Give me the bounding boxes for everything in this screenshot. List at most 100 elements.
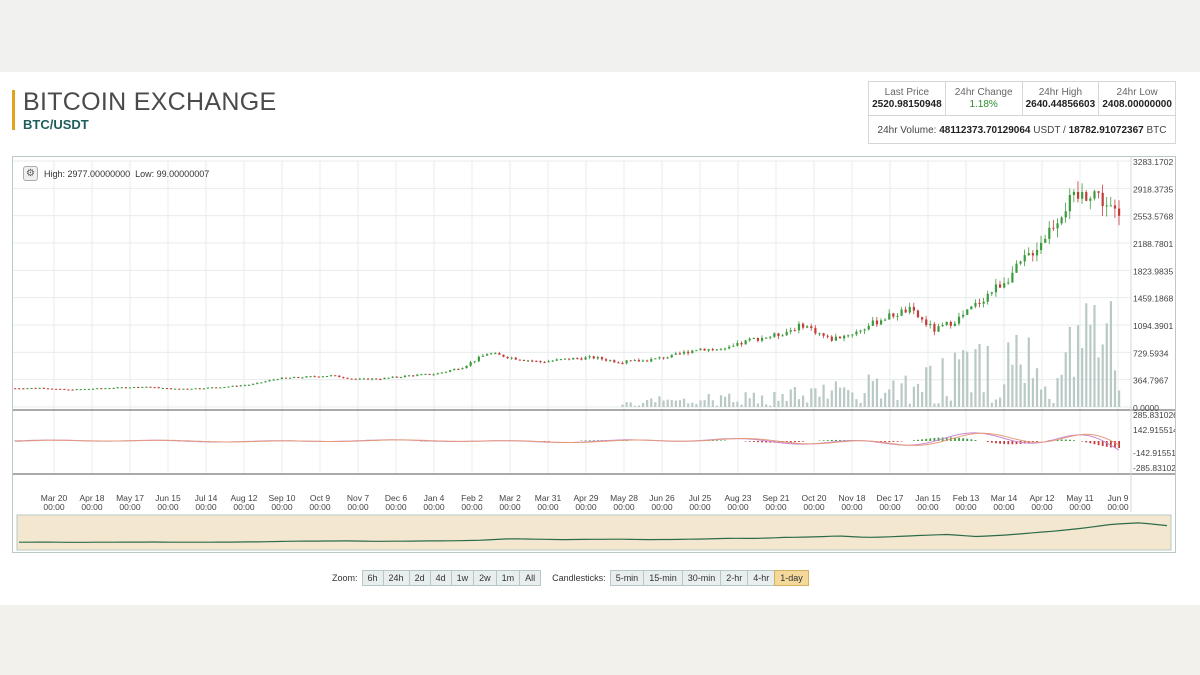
- gear-icon[interactable]: ⚙: [23, 166, 38, 181]
- candle-body: [904, 309, 907, 313]
- x-axis-date-label: Aug 12: [231, 493, 258, 503]
- chart-low-label: Low:: [135, 168, 155, 179]
- candle-body: [1113, 205, 1117, 209]
- candle-body: [654, 358, 657, 360]
- macd-histogram-bar: [584, 440, 587, 441]
- candle-body: [239, 385, 242, 387]
- macd-histogram-bar: [1118, 441, 1120, 448]
- candle-body: [900, 309, 903, 316]
- candle-body: [756, 337, 760, 341]
- last-price-label: Last Price: [884, 87, 930, 98]
- volume-bar: [1060, 374, 1063, 407]
- macd-histogram-bar: [1068, 439, 1071, 441]
- zoom-button-1w[interactable]: 1w: [450, 570, 475, 586]
- candle-body: [916, 310, 920, 318]
- volume-bar: [1072, 376, 1076, 407]
- zoom-button-4d[interactable]: 4d: [429, 570, 452, 586]
- x-axis-date-label: Feb 2: [461, 493, 483, 503]
- candle-button-2-hr[interactable]: 2-hr: [720, 570, 749, 586]
- candle-body: [75, 389, 78, 391]
- volume-bar: [879, 398, 883, 407]
- candle-body: [1081, 192, 1084, 199]
- volume-bar: [724, 396, 727, 407]
- volume-bar: [748, 398, 751, 407]
- candle-body: [810, 326, 813, 329]
- candle-body: [1011, 272, 1014, 283]
- macd-histogram-bar: [592, 440, 595, 441]
- candle-body: [912, 306, 915, 311]
- volume-bar: [937, 403, 940, 407]
- volume-bar: [646, 399, 649, 407]
- macd-histogram-bar: [954, 437, 956, 441]
- candle-body: [879, 320, 883, 325]
- candle-body: [268, 380, 271, 382]
- candle-button-5-min[interactable]: 5-min: [609, 570, 645, 586]
- candle-button-4-hr[interactable]: 4-hr: [747, 570, 776, 586]
- zoom-button-all[interactable]: All: [519, 570, 542, 586]
- macd-histogram-bar: [1007, 441, 1010, 445]
- macd-histogram-bar: [1023, 441, 1026, 444]
- volume-bar: [719, 395, 723, 407]
- zoom-button-1m[interactable]: 1m: [495, 570, 521, 586]
- candle-body: [436, 373, 439, 375]
- volume-bar: [1040, 389, 1043, 407]
- x-axis-date-label: Jun 15: [155, 493, 181, 503]
- chart-canvas[interactable]: 3283.1702 2918.3735 2553.5768 2188.7801 1823…: [13, 157, 1175, 552]
- candle-button-1-day[interactable]: 1-day: [774, 570, 809, 586]
- macd-histogram-bar: [1105, 441, 1108, 447]
- x-axis-date-label: May 28: [610, 493, 638, 503]
- candle-body: [412, 375, 415, 377]
- candle-body: [440, 372, 444, 374]
- macd-histogram-bar: [929, 438, 932, 441]
- x-axis-date-label: May 17: [116, 493, 144, 503]
- stat-last-price: Last Price 2520.98150948: [869, 82, 946, 115]
- candle-body: [34, 387, 37, 389]
- volume-bar: [1019, 364, 1022, 407]
- candle-body: [818, 333, 821, 335]
- volume-bar: [871, 381, 874, 407]
- price-chart[interactable]: 3283.1702 2918.3735 2553.5768 2188.7801 1823…: [12, 156, 1176, 553]
- candle-body: [247, 384, 251, 386]
- volume-bar: [744, 392, 747, 407]
- zoom-button-6h[interactable]: 6h: [361, 570, 384, 586]
- candle-body: [59, 388, 62, 390]
- candle-body: [67, 389, 70, 391]
- candle-body: [371, 378, 374, 380]
- candle-body: [161, 388, 164, 390]
- candle-body: [908, 306, 911, 313]
- volume-bar: [966, 351, 969, 407]
- volume-bar: [1011, 364, 1014, 407]
- candle-body: [707, 349, 710, 351]
- volume-bar: [1089, 324, 1092, 407]
- candle-body: [650, 359, 653, 362]
- candle-body: [806, 326, 809, 328]
- candle-body: [851, 334, 854, 336]
- candle-button-15-min[interactable]: 15-min: [643, 570, 683, 586]
- candle-body: [252, 383, 255, 385]
- candle-body: [485, 354, 489, 356]
- candle-body: [728, 346, 731, 349]
- macd-histogram-bar: [793, 441, 796, 443]
- x-axis-date-label: Mar 31: [535, 493, 562, 503]
- zoom-button-24h[interactable]: 24h: [382, 570, 410, 586]
- zoom-button-2d[interactable]: 2d: [408, 570, 431, 586]
- candle-body: [600, 357, 604, 360]
- volume-bar: [789, 389, 792, 407]
- volume-bar: [1109, 301, 1112, 407]
- chart-low-value: 99.00000007: [156, 168, 210, 179]
- macd-histogram-bar: [912, 440, 915, 441]
- candle-body: [740, 342, 743, 345]
- candle-button-30-min[interactable]: 30-min: [681, 570, 722, 586]
- candle-body: [1019, 261, 1022, 264]
- macd-histogram-bar: [1097, 441, 1100, 446]
- volume-bar: [674, 400, 677, 407]
- volume-bar: [699, 400, 702, 407]
- x-axis-time-label: 00:00: [689, 502, 711, 512]
- candle-body: [830, 336, 833, 341]
- candle-body: [1048, 227, 1051, 239]
- volume-bar: [962, 350, 965, 407]
- volume-bar: [760, 395, 764, 407]
- candle-body: [366, 378, 370, 380]
- zoom-button-2w[interactable]: 2w: [473, 570, 497, 586]
- candle-body: [777, 333, 780, 337]
